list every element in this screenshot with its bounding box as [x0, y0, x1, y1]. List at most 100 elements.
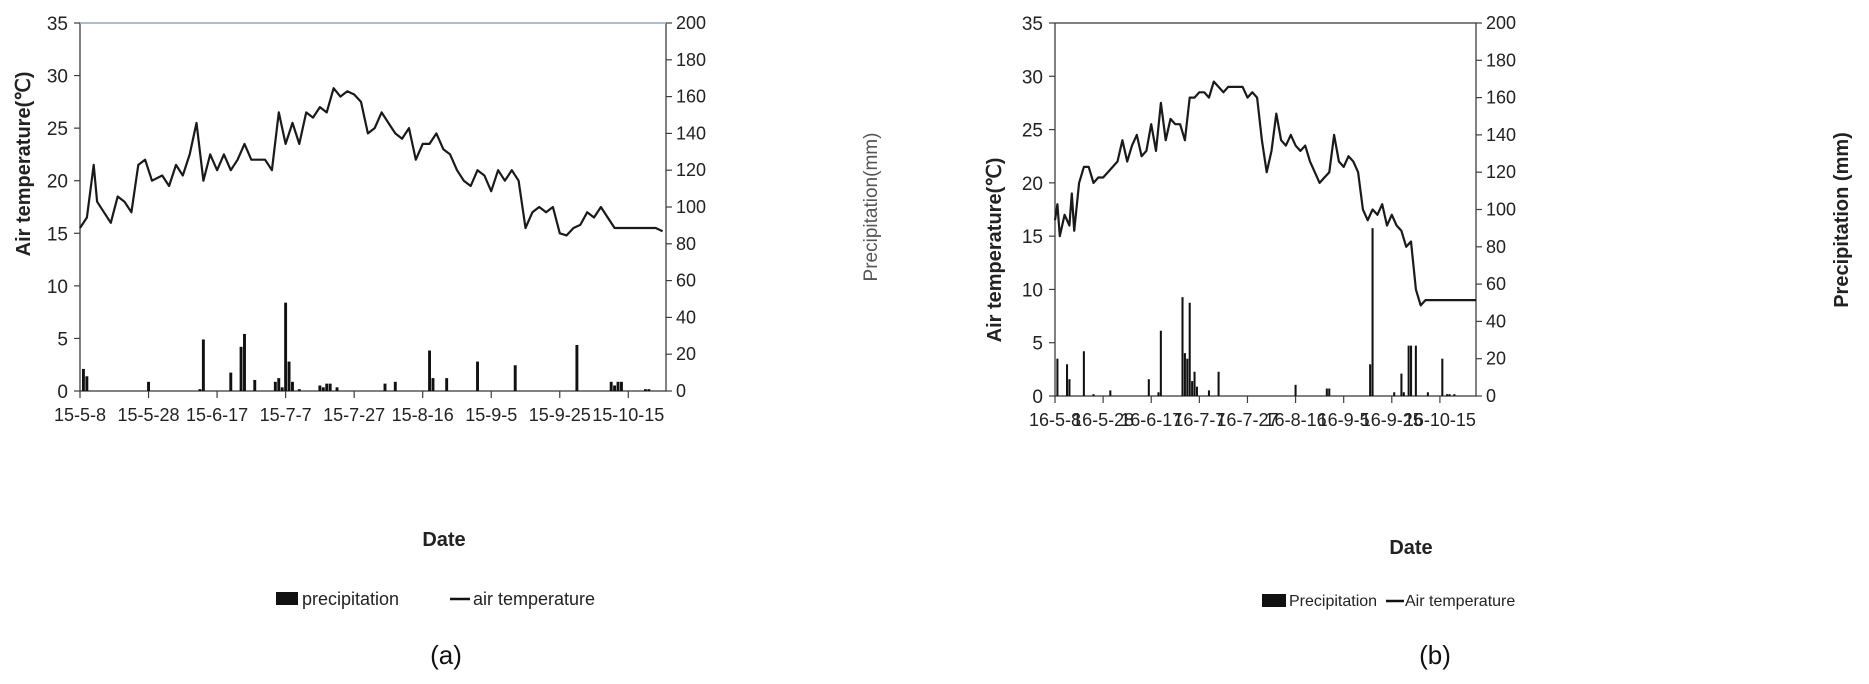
x-tick-label: 16-5-8: [1029, 410, 1081, 430]
air-temperature-line: [1053, 80, 1476, 307]
precipitation-bar: [513, 365, 517, 391]
legend: Precipitation Air temperature: [1262, 593, 1515, 610]
precipitation-bar: [1217, 371, 1220, 396]
precipitation-bar: [1109, 390, 1112, 396]
left-tick-label: 10: [1022, 280, 1043, 301]
plot-frame: [1054, 22, 1477, 397]
precipitation-bar: [243, 333, 246, 391]
panel-a-chart: Air temperature(℃) Precipitation(mm) Dat…: [13, 13, 882, 670]
precipitation-bar: [1393, 392, 1396, 396]
precipitation-bar: [253, 379, 257, 391]
left-tick-label: 35: [1022, 14, 1043, 35]
precipitation-bar: [1448, 394, 1451, 396]
precipitation-bar: [1414, 345, 1417, 396]
precipitation-bar: [1191, 381, 1194, 396]
legend-bar-label: Precipitation: [1289, 593, 1377, 610]
precipitation-bar: [328, 383, 332, 391]
precipitation-bar: [1056, 358, 1059, 396]
precipitation-bar: [393, 381, 397, 391]
precipitation-bar: [1453, 394, 1456, 396]
left-tick-label: 5: [1032, 334, 1043, 355]
x-tick-label: 15-9-5: [465, 405, 517, 425]
x-axis-label: Date: [1389, 537, 1432, 559]
right-tick-label: 100: [1486, 200, 1516, 220]
precipitation-bar: [1207, 390, 1210, 396]
precipitation-bar: [1068, 379, 1071, 396]
precipitation-bar: [1410, 345, 1413, 396]
right-tick-label: 60: [676, 271, 696, 291]
precipitation-bar: [1193, 371, 1196, 396]
left-tick-label: 30: [1022, 67, 1043, 88]
precipitation-bar: [1402, 392, 1405, 396]
precipitation-bar: [431, 378, 435, 391]
precipitation-bar: [1369, 364, 1372, 396]
x-tick-label: 16-5-28: [1072, 410, 1134, 430]
x-tick-label: 16-9-5: [1318, 410, 1370, 430]
precipitation-bar: [609, 381, 613, 391]
right-tick-label: 100: [676, 197, 706, 217]
left-tick-label: 25: [47, 119, 68, 140]
precipitation-bar: [1157, 392, 1160, 396]
left-tick-label: 20: [1022, 174, 1043, 195]
x-axis-label: Date: [422, 529, 465, 551]
precipitation-bar: [1066, 364, 1069, 396]
y-axis-label-left: Air temperature(℃): [13, 72, 35, 257]
legend-line-label: Air temperature: [1405, 593, 1515, 610]
right-tick-label: 120: [1486, 162, 1516, 182]
right-tick-label: 160: [1486, 88, 1516, 108]
legend-bar-swatch: [276, 592, 298, 605]
precipitation-bar: [1441, 358, 1444, 396]
precipitation-bar: [1400, 373, 1403, 396]
panel-label: (a): [430, 640, 462, 670]
precipitation-bar: [643, 389, 647, 391]
precipitation-bar: [383, 383, 387, 391]
left-tick-label: 10: [47, 277, 68, 298]
precipitation-bar: [647, 389, 651, 391]
x-tick-label: 15-6-17: [186, 405, 248, 425]
y-axis-label-left: Air temperature(℃): [984, 158, 1006, 343]
precipitation-bar: [1186, 358, 1189, 396]
precipitation-bar: [280, 387, 284, 391]
x-tick-label: 15-5-8: [54, 405, 106, 425]
precipitation-bar: [81, 368, 85, 391]
right-tick-label: 160: [676, 87, 706, 107]
right-tick-label: 40: [676, 307, 696, 327]
legend-line-label: air temperature: [473, 589, 595, 609]
precipitation-bar: [1325, 388, 1328, 396]
left-tick-label: 20: [47, 172, 68, 193]
precipitation-bar: [229, 372, 233, 391]
precipitation-bar: [85, 376, 89, 391]
left-tick-label: 15: [1022, 227, 1043, 248]
precipitation-bar: [297, 389, 301, 391]
precipitation-bar: [1159, 330, 1162, 396]
x-tick-label: 15-7-27: [323, 405, 385, 425]
right-tick-label: 20: [676, 344, 696, 364]
precipitation-bar: [428, 350, 432, 391]
legend: precipitation air temperature: [276, 589, 595, 609]
x-tick-label: 16-10-15: [1404, 410, 1476, 430]
precipitation-bar: [273, 381, 277, 391]
precipitation-bar: [445, 378, 449, 391]
air-temperature-line: [79, 87, 664, 237]
right-tick-label: 80: [1486, 237, 1506, 257]
left-tick-label: 0: [1032, 387, 1043, 408]
precipitation-bar: [1183, 353, 1186, 396]
x-tick-label: 16-7-27: [1216, 410, 1278, 430]
precipitation-bar: [1181, 297, 1184, 396]
left-tick-label: 15: [47, 224, 68, 245]
x-tick-label: 15-7-7: [260, 405, 312, 425]
panel-label: (b): [1419, 640, 1451, 670]
x-tick-label: 15-5-28: [118, 405, 180, 425]
precipitation-bar: [575, 345, 579, 391]
right-tick-label: 140: [676, 123, 706, 143]
left-tick-label: 0: [57, 382, 68, 403]
right-tick-label: 180: [676, 50, 706, 70]
precipitation-bar: [1328, 388, 1331, 396]
x-tick-label: 16-9-25: [1361, 410, 1423, 430]
precipitation-bar: [1426, 392, 1429, 396]
left-tick-label: 5: [57, 329, 68, 350]
precipitation-bar: [476, 361, 479, 391]
right-tick-label: 60: [1486, 274, 1506, 294]
x-tick-label: 16-7-7: [1173, 410, 1225, 430]
precipitation-bar: [318, 385, 322, 391]
